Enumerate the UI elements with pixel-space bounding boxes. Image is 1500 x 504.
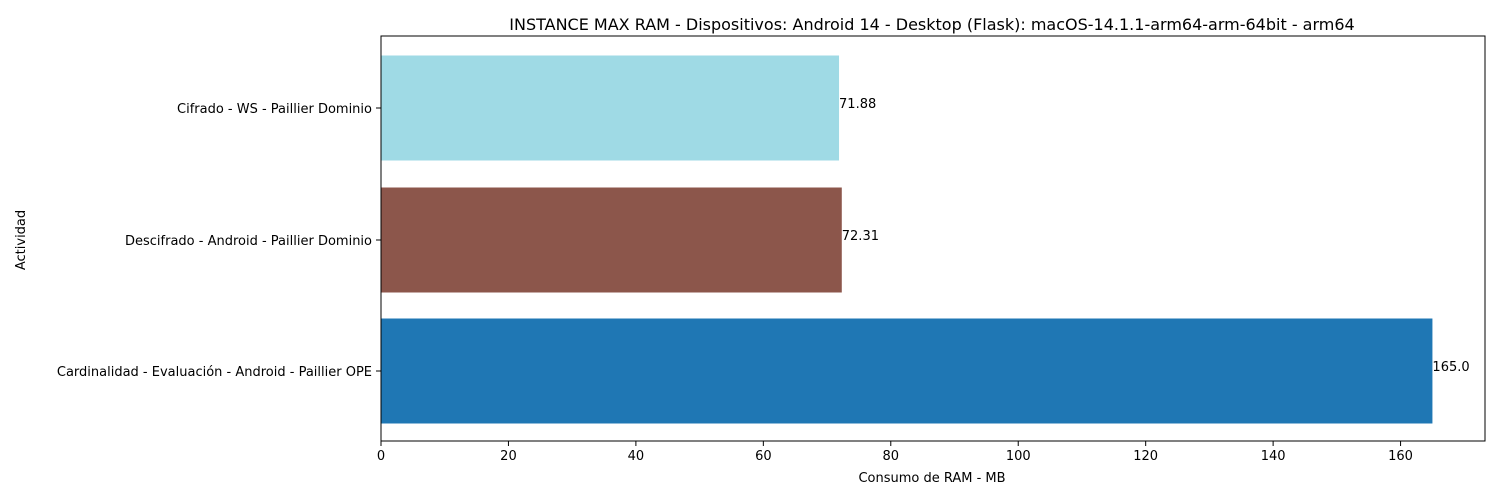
x-tick-label: 140	[1261, 449, 1286, 464]
y-tick-label: Cardinalidad - Evaluación - Android - Pa…	[57, 365, 372, 380]
y-tick-label: Descifrado - Android - Paillier Dominio	[125, 234, 372, 249]
bar-value-label: 71.88	[839, 97, 876, 112]
y-tick-label: Cifrado - WS - Paillier Dominio	[177, 102, 372, 117]
bar-value-label: 72.31	[842, 229, 879, 244]
bar	[381, 187, 842, 293]
x-tick-label: 120	[1133, 449, 1158, 464]
x-axis-label: Consumo de RAM - MB	[858, 471, 1005, 486]
x-tick-label: 80	[883, 449, 900, 464]
ticks-layer: Cifrado - WS - Paillier Dominio Descifrad…	[57, 102, 1413, 464]
bar	[381, 55, 840, 161]
x-tick-label: 40	[628, 449, 645, 464]
bars-layer: 71.88 72.31 165.0	[381, 55, 1470, 424]
x-tick-label: 20	[500, 449, 517, 464]
bar-value-label: 165.0	[1432, 360, 1469, 375]
plot-area-frame	[380, 35, 1486, 442]
y-axis-label: Actividad	[14, 210, 29, 270]
x-tick-label: 160	[1388, 449, 1413, 464]
bar	[381, 318, 1433, 424]
x-tick-label: 0	[377, 449, 385, 464]
chart-title: INSTANCE MAX RAM - Dispositivos: Android…	[509, 15, 1354, 34]
x-tick-label: 100	[1006, 449, 1031, 464]
x-tick-label: 60	[755, 449, 772, 464]
